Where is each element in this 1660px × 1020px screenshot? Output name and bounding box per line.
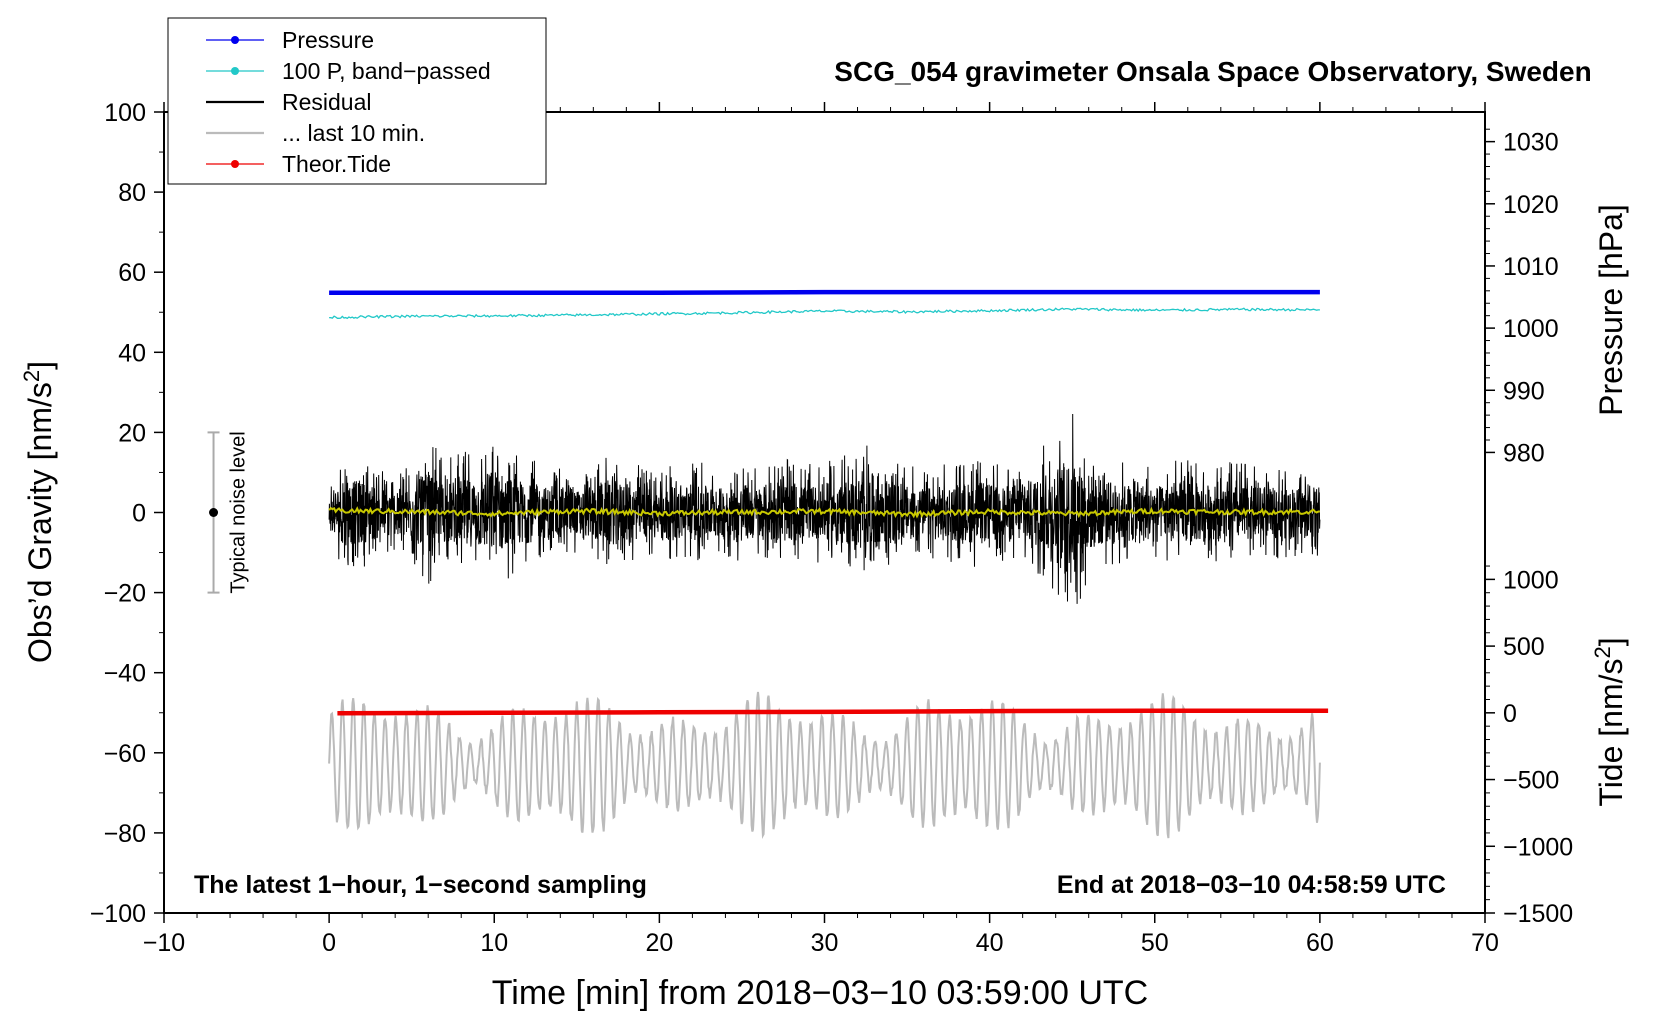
series-last-10-min: [328, 691, 1321, 840]
x-tick-label: 20: [645, 929, 673, 957]
pressure-tick-label: 1020: [1503, 191, 1559, 219]
legend-label: Theor.Tide: [282, 151, 391, 177]
tide-tick-label: −500: [1503, 767, 1559, 795]
legend: Pressure 100 P, band−passed Residual ... la…: [167, 17, 547, 185]
y-tick-label: 20: [118, 419, 146, 447]
y-tick-label: 40: [118, 339, 146, 367]
x-tick-label: 40: [976, 929, 1004, 957]
pressure-tick-label: 1010: [1503, 253, 1559, 281]
x-tick-label: 70: [1471, 929, 1499, 957]
noise-center-dot: [209, 508, 219, 517]
y-tick-label: 0: [132, 500, 146, 528]
x-axis-label: Time [min] from 2018−03−10 03:59:00 UTC: [492, 974, 1148, 1012]
noise-label: Typical noise level: [228, 431, 250, 593]
x-tick-label: 30: [811, 929, 839, 957]
legend-label: Pressure: [282, 27, 374, 53]
pressure-tick-label: 980: [1503, 439, 1545, 467]
series-residual: [328, 413, 1321, 604]
y-tick-label: 100: [104, 99, 146, 127]
axis-ticks: −10 0 10 20 30 40 50 60 70−100−80−60−40−20020406…: [90, 99, 1574, 957]
x-tick-label: 50: [1141, 929, 1169, 957]
tide-tick-label: 1000: [1503, 566, 1559, 594]
series-theor-tide: [337, 708, 1329, 716]
legend-label: Residual: [282, 89, 372, 115]
series-pressure: [329, 289, 1320, 295]
y-axis-label-tide: Tide [nm/s2]: [1590, 637, 1630, 806]
legend-marker: [231, 67, 239, 75]
chart-title: SCG_054 gravimeter Onsala Space Observat…: [834, 56, 1591, 87]
x-tick-label: 0: [322, 929, 336, 957]
legend-label: ... last 10 min.: [282, 120, 425, 146]
y-tick-label: 60: [118, 259, 146, 287]
x-tick-label: −10: [143, 929, 185, 957]
y-tick-label: −60: [104, 740, 146, 768]
y-tick-label: −80: [104, 820, 146, 848]
y-axis-label-pressure: Pressure [hPa]: [1593, 204, 1629, 416]
series-layer: [328, 289, 1329, 840]
pressure-tick-label: 990: [1503, 377, 1545, 405]
annotation-bottom-right: End at 2018−03−10 04:58:59 UTC: [1057, 871, 1446, 899]
tide-tick-label: 0: [1503, 700, 1517, 728]
tide-tick-label: −1500: [1503, 900, 1573, 928]
y-tick-label: −20: [104, 580, 146, 608]
noise-indicator: Typical noise level: [207, 431, 250, 594]
series-residual-smoothed: [328, 506, 1321, 519]
y-tick-label: 80: [118, 179, 146, 207]
y-tick-label: −100: [90, 900, 146, 928]
annotation-bottom-left: The latest 1−hour, 1−second sampling: [194, 871, 647, 899]
legend-marker: [231, 36, 239, 44]
tide-tick-label: −1000: [1503, 833, 1573, 861]
legend-marker: [231, 160, 239, 168]
y-tick-label: −40: [104, 660, 146, 688]
pressure-tick-label: 1000: [1503, 315, 1559, 343]
series-band-passed: [329, 307, 1320, 320]
x-tick-label: 10: [480, 929, 508, 957]
y-axis-label-main: Obs’d Gravity [nm/s2]: [19, 361, 59, 663]
legend-label: 100 P, band−passed: [282, 58, 491, 84]
pressure-tick-label: 1030: [1503, 129, 1559, 157]
tide-tick-label: 500: [1503, 633, 1545, 661]
x-tick-label: 60: [1306, 929, 1334, 957]
